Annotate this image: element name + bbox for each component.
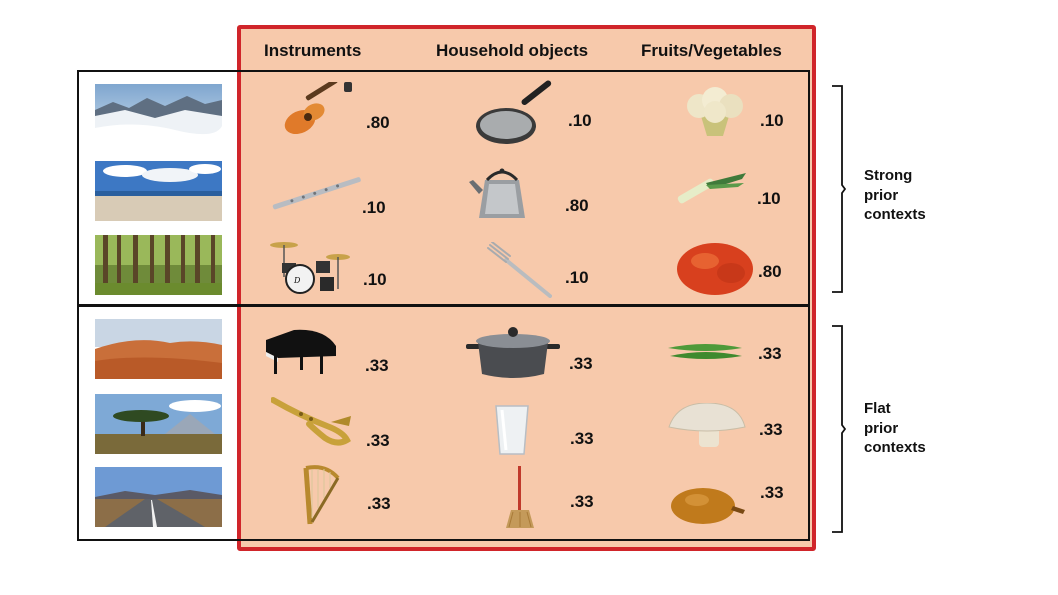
prob-tomato: .80	[758, 262, 782, 281]
scene-snowy-mountains	[95, 84, 222, 144]
flat-prior-label: Flat prior contexts	[864, 400, 926, 456]
pot-icon	[466, 324, 560, 380]
glass-icon	[494, 404, 530, 456]
flat-prior-group-box	[77, 304, 810, 541]
prob-drum-kit: .10	[363, 270, 387, 289]
prob-fork: .10	[565, 268, 589, 287]
prob-broom: .33	[570, 492, 594, 511]
column-header-household-objects: Household objects	[436, 41, 589, 60]
grand-piano-icon	[264, 326, 340, 378]
tomato-icon	[675, 239, 755, 297]
guitar-icon	[278, 82, 354, 138]
prob-leek: .10	[757, 189, 781, 208]
fork-icon	[486, 242, 552, 298]
kettle-icon	[469, 164, 537, 220]
frying-pan-icon	[474, 80, 562, 146]
harp-icon	[300, 464, 342, 526]
strong-prior-group-box	[77, 70, 810, 307]
column-header-fruits-vegetables: Fruits/Vegetables	[641, 41, 782, 60]
scene-beach	[95, 161, 222, 221]
scene-desert	[95, 319, 222, 379]
prob-glass: .33	[570, 429, 594, 448]
prob-saxophone: .33	[366, 431, 390, 450]
drum-kit-icon: D	[264, 237, 350, 295]
green-beans-icon	[666, 340, 744, 364]
saxophone-icon	[271, 396, 353, 446]
scene-road	[95, 467, 222, 527]
svg-text:D: D	[293, 276, 301, 285]
prob-pot: .33	[569, 354, 593, 373]
flute-icon	[271, 174, 361, 214]
flat-prior-brace	[832, 325, 846, 533]
mushroom-icon	[667, 403, 747, 449]
strong-prior-label: Strong prior contexts	[864, 167, 926, 223]
prob-frying-pan: .10	[568, 111, 592, 130]
prob-kettle: .80	[565, 196, 589, 215]
strong-prior-brace	[832, 85, 846, 293]
prob-harp: .33	[367, 494, 391, 513]
prob-onion: .33	[760, 483, 784, 502]
prob-grand-piano: .33	[365, 356, 389, 375]
prob-flute: .10	[362, 198, 386, 217]
broom-icon	[505, 466, 535, 528]
column-header-instruments: Instruments	[264, 41, 362, 60]
onion-icon	[667, 484, 745, 526]
scene-forest	[95, 235, 222, 295]
leek-icon	[676, 171, 748, 209]
prob-mushroom: .33	[759, 420, 783, 439]
prob-green-beans: .33	[758, 344, 782, 363]
cauliflower-icon	[679, 86, 751, 138]
prob-cauliflower: .10	[760, 111, 784, 130]
prob-guitar: .80	[366, 113, 390, 132]
scene-savanna	[95, 394, 222, 454]
